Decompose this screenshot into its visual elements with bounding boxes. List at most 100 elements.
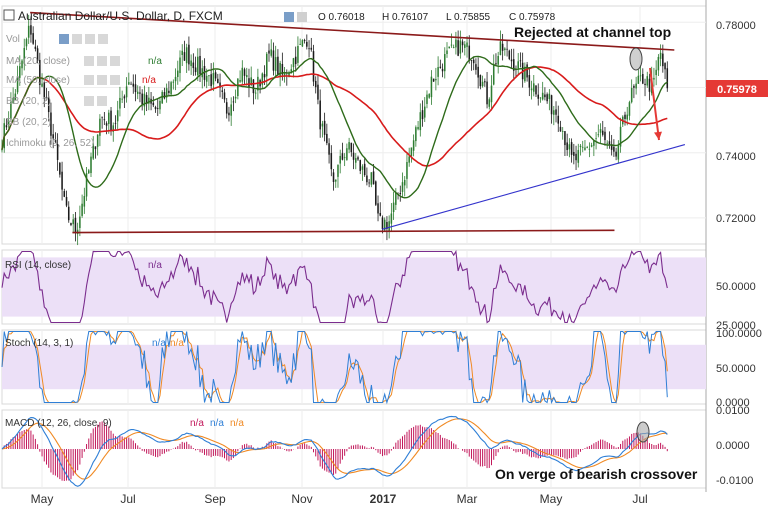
- add-icon[interactable]: [97, 75, 107, 85]
- settings-icon[interactable]: [297, 12, 307, 22]
- candle-body: [628, 102, 631, 116]
- candle-body: [205, 75, 208, 82]
- candle-body: [490, 85, 493, 103]
- candle-body: [555, 109, 557, 115]
- candle-body: [308, 48, 310, 50]
- candle-body: [272, 50, 275, 71]
- candle-body: [559, 126, 562, 132]
- candle-body: [141, 93, 143, 105]
- candle-body: [593, 140, 595, 146]
- visibility-icon[interactable]: [284, 12, 294, 22]
- candle-body: [395, 192, 397, 205]
- down-arrow: [649, 67, 660, 141]
- macd-tick: 0.0100: [716, 405, 750, 417]
- candle-body: [172, 81, 175, 83]
- candle-body: [426, 94, 428, 104]
- ma20-label: MA (20, close): [6, 56, 70, 67]
- candle-body: [14, 93, 17, 101]
- candle-body: [566, 142, 568, 151]
- add-icon[interactable]: [97, 96, 107, 106]
- candle-body: [328, 143, 330, 155]
- candle-body: [312, 51, 315, 82]
- candle-body: [114, 122, 117, 124]
- candle-body: [90, 156, 92, 174]
- candle-body: [143, 93, 146, 107]
- candle-body: [561, 131, 564, 132]
- candle-body: [363, 163, 366, 176]
- rsi-tick: 25.0000: [716, 320, 756, 332]
- candle-body: [624, 114, 626, 119]
- candle-body: [301, 40, 304, 47]
- candle-body: [263, 74, 266, 78]
- candle-body: [639, 75, 642, 77]
- candle-body: [479, 75, 482, 87]
- settings-icon[interactable]: [84, 75, 94, 85]
- candle-body: [334, 179, 337, 182]
- candle-body: [234, 96, 237, 99]
- candle-body: [306, 41, 308, 47]
- candle-body: [32, 33, 34, 44]
- candle-body: [314, 80, 317, 88]
- candle-body: [421, 110, 424, 120]
- candle-body: [577, 149, 580, 163]
- candle-body: [637, 75, 640, 84]
- candle-body: [83, 196, 86, 207]
- candle-body: [357, 157, 359, 160]
- candle-body: [644, 83, 646, 86]
- candle-body: [116, 110, 119, 122]
- candle-body: [468, 45, 471, 61]
- ohlc-high: H 0.76107: [382, 12, 429, 23]
- candle-body: [359, 160, 362, 171]
- candle-body: [45, 97, 48, 100]
- rsi-value: n/a: [148, 260, 162, 271]
- candle-body: [510, 59, 513, 62]
- candle-body: [165, 88, 168, 98]
- candle-body: [223, 92, 226, 100]
- settings-icon[interactable]: [84, 96, 94, 106]
- candle-body: [590, 145, 593, 147]
- candle-body: [230, 104, 232, 116]
- collapse-icon[interactable]: [3, 9, 15, 21]
- candle-body: [72, 219, 74, 225]
- candle-body: [43, 82, 46, 99]
- close-icon[interactable]: [98, 34, 108, 44]
- candle-body: [630, 88, 633, 103]
- candle-body: [375, 181, 377, 205]
- candle-body: [221, 90, 224, 92]
- candle-body: [310, 47, 313, 50]
- candle-body: [417, 126, 419, 130]
- candle-body: [642, 74, 644, 84]
- candle-body: [19, 66, 21, 78]
- rsi-line: [1, 249, 668, 324]
- visibility-icon[interactable]: [59, 34, 69, 44]
- candle-body: [156, 108, 159, 109]
- macd-annotation: On verge of bearish crossover: [495, 466, 698, 482]
- add-icon[interactable]: [85, 34, 95, 44]
- candle-body: [101, 116, 103, 118]
- candle-body: [268, 50, 270, 54]
- candle-body: [323, 120, 326, 135]
- candle-body: [212, 73, 215, 85]
- candle-body: [67, 206, 70, 221]
- settings-icon[interactable]: [72, 34, 82, 44]
- close-icon[interactable]: [110, 75, 120, 85]
- candle-body: [270, 49, 273, 56]
- ohlc-open: O 0.76018: [318, 12, 365, 23]
- x-tick: Nov: [291, 492, 312, 506]
- candle-body: [533, 83, 535, 92]
- candle-body: [192, 62, 195, 69]
- candle-body: [21, 60, 23, 69]
- candle-body: [179, 57, 181, 74]
- candle-body: [508, 50, 511, 60]
- stoch-tick: 100.0000: [716, 328, 762, 340]
- close-icon[interactable]: [110, 56, 120, 66]
- add-icon[interactable]: [97, 56, 107, 66]
- candle-body: [128, 82, 130, 85]
- candle-body: [252, 79, 255, 94]
- bb-label: BB (20, 2): [6, 96, 51, 107]
- candle-body: [125, 86, 128, 98]
- settings-icon[interactable]: [84, 56, 94, 66]
- candle-body: [343, 157, 346, 159]
- candle-body: [419, 112, 422, 131]
- candle-body: [7, 120, 10, 125]
